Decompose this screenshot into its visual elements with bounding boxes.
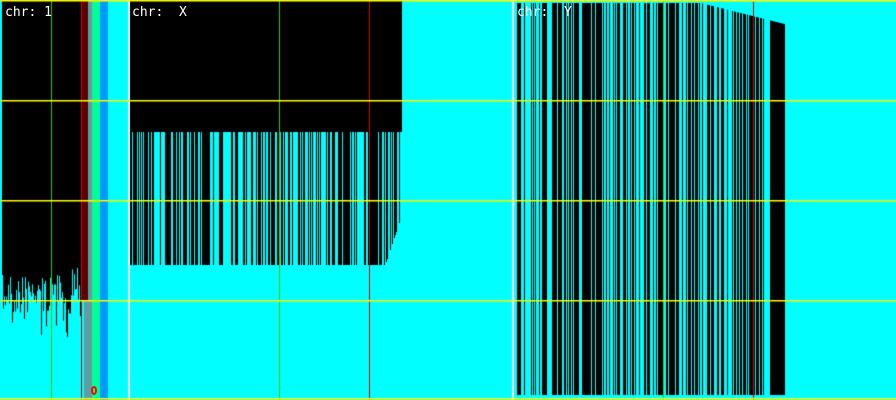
diamond-marker-icon[interactable] xyxy=(91,386,97,395)
panel-label-chrY: chr: Y xyxy=(517,5,572,20)
panel-label-chrX: chr: X xyxy=(132,5,187,20)
panel-label-chr1: chr: 1 xyxy=(5,5,52,20)
